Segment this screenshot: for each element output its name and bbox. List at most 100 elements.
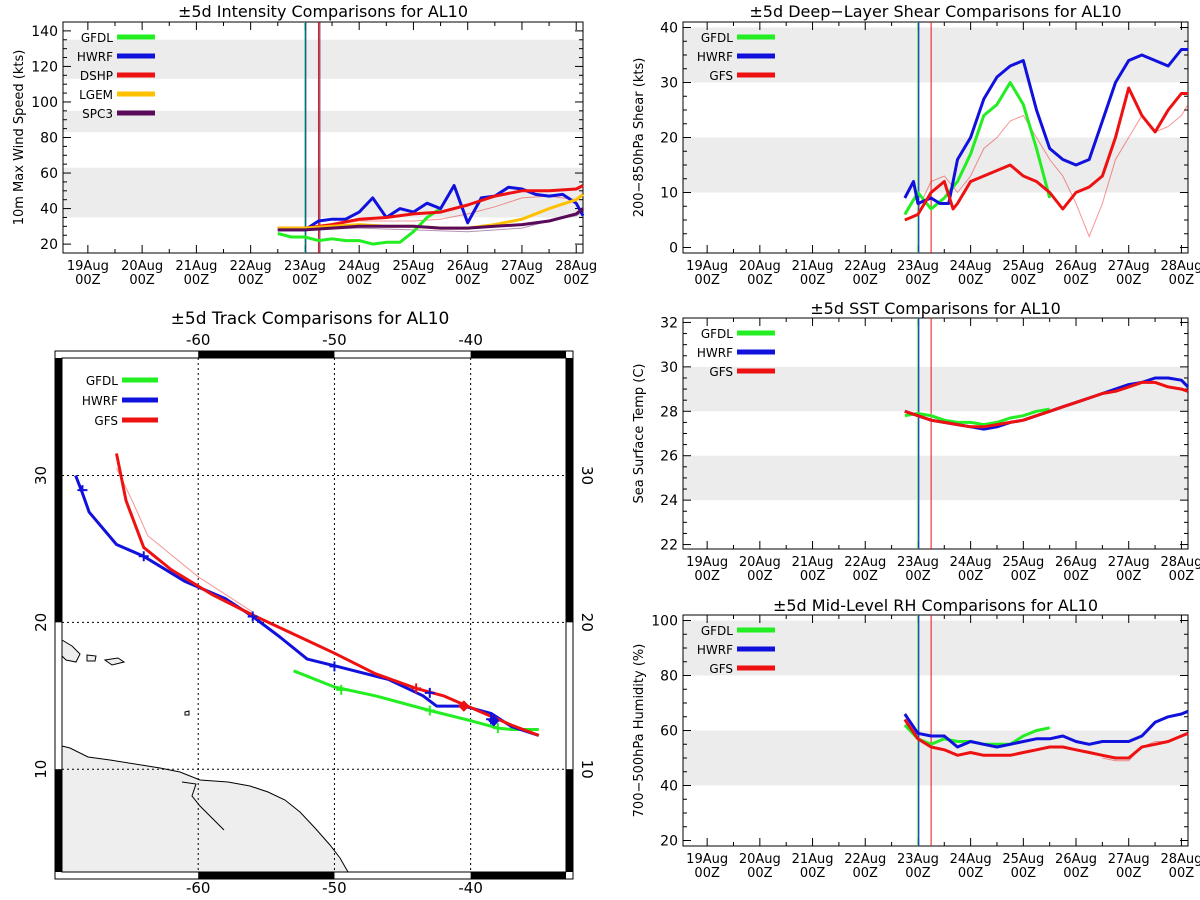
legend-label: HWRF xyxy=(697,346,733,360)
x-tick-label: 00Z xyxy=(958,569,984,584)
x-tick-label: 00Z xyxy=(346,273,372,288)
x-tick-label: 00Z xyxy=(958,273,984,288)
chart-rh: ±5d Mid-Level RH Comparisons for AL10 700… xyxy=(632,596,1200,881)
lat-label-left: 10 xyxy=(32,760,50,779)
x-tick-label: 22Aug xyxy=(230,259,272,274)
legend-label: GFDL xyxy=(81,31,113,45)
legend-label: SPC3 xyxy=(82,107,113,121)
x-tick-label: 20Aug xyxy=(739,852,781,867)
y-tick-label: 20 xyxy=(40,237,58,253)
y-tick-label: 30 xyxy=(660,76,678,92)
x-tick-label: 00Z xyxy=(905,569,931,584)
y-tick-label: 10 xyxy=(660,186,678,202)
series-line-gfdl xyxy=(903,81,1052,216)
map-border-bar xyxy=(198,872,335,879)
y-tick-label: 0 xyxy=(669,241,678,257)
y-tick-label: 26 xyxy=(660,449,678,465)
legend-label: GFS xyxy=(709,69,733,83)
x-tick-label: 23Aug xyxy=(897,852,939,867)
x-tick-label: 24Aug xyxy=(338,259,380,274)
y-tick-label: 40 xyxy=(40,202,58,218)
x-tick-label: 00Z xyxy=(75,273,101,288)
lat-label-right: 20 xyxy=(578,613,596,632)
x-tick-label: 25Aug xyxy=(1002,852,1044,867)
x-tick-label: 21Aug xyxy=(792,259,834,274)
track-marker-hwrf xyxy=(424,687,435,698)
x-tick-label: 00Z xyxy=(1116,569,1142,584)
track-marker-hwrf xyxy=(77,485,88,496)
y-tick-label: 60 xyxy=(660,724,678,740)
legend-label: HWRF xyxy=(77,50,113,64)
land-island xyxy=(184,710,190,716)
x-tick-label: 21Aug xyxy=(792,555,834,570)
track-diamond-hwrf xyxy=(488,715,500,727)
x-tick-label: 00Z xyxy=(747,866,773,881)
x-tick-label: 00Z xyxy=(1011,273,1037,288)
x-tick-label: 21Aug xyxy=(792,852,834,867)
lon-label-bottom: -40 xyxy=(458,879,483,897)
y-tick-label: 120 xyxy=(31,59,58,75)
lon-label-bottom: -50 xyxy=(322,879,347,897)
lat-label-left: 20 xyxy=(32,613,50,632)
y-tick-label: 80 xyxy=(660,669,678,685)
series-line-dshp xyxy=(277,184,584,230)
legend-label: HWRF xyxy=(697,643,733,657)
lon-label-top: -60 xyxy=(186,331,211,349)
x-tick-label: 19Aug xyxy=(67,259,109,274)
legend-label: GFDL xyxy=(701,624,733,638)
legend-label: GFDL xyxy=(86,374,118,388)
legend-label: GFS xyxy=(94,414,118,428)
x-tick-label: 00Z xyxy=(184,273,210,288)
series-line-gfdl xyxy=(277,207,442,246)
band xyxy=(683,137,1188,193)
x-tick-label: 00Z xyxy=(401,273,427,288)
x-tick-label: 20Aug xyxy=(739,259,781,274)
x-tick-label: 00Z xyxy=(694,569,720,584)
chart-title: ±5d Track Comparisons for AL10 xyxy=(171,309,450,329)
chart-title: ±5d SST Comparisons for AL10 xyxy=(810,299,1061,318)
y-axis-label: 10m Max Wind Speed (kts) xyxy=(12,50,27,226)
x-tick-label: 25Aug xyxy=(1002,259,1044,274)
track-marker-gfdl xyxy=(492,723,503,734)
chart-title: ±5d Intensity Comparisons for AL10 xyxy=(178,2,468,21)
land-border xyxy=(181,781,225,831)
x-tick-label: 00Z xyxy=(747,273,773,288)
y-tick-label: 60 xyxy=(40,166,58,182)
y-tick-label: 28 xyxy=(660,404,678,420)
x-tick-label: 00Z xyxy=(1011,569,1037,584)
x-tick-label: 00Z xyxy=(1116,273,1142,288)
x-tick-label: 00Z xyxy=(800,569,826,584)
x-tick-label: 25Aug xyxy=(392,259,434,274)
map-border-bar xyxy=(55,769,62,872)
x-tick-label: 00Z xyxy=(747,569,773,584)
x-tick-label: 00Z xyxy=(800,273,826,288)
x-tick-label: 20Aug xyxy=(739,555,781,570)
track-hwrf xyxy=(74,474,540,737)
x-tick-label: 00Z xyxy=(1169,866,1195,881)
band xyxy=(683,455,1188,501)
y-axis-label: 700−500hPa Humidity (%) xyxy=(632,644,647,818)
x-tick-label: 23Aug xyxy=(897,259,939,274)
lon-label-bottom: -60 xyxy=(186,879,211,897)
x-tick-label: 22Aug xyxy=(844,555,886,570)
x-tick-label: 27Aug xyxy=(501,259,543,274)
x-tick-label: 26Aug xyxy=(1055,852,1097,867)
x-tick-label: 28Aug xyxy=(1160,555,1200,570)
x-tick-label: 00Z xyxy=(238,273,264,288)
legend-label: LGEM xyxy=(79,88,113,102)
x-tick-label: 28Aug xyxy=(1160,852,1200,867)
x-tick-label: 00Z xyxy=(853,866,879,881)
band xyxy=(683,366,1188,412)
lon-label-top: -40 xyxy=(458,331,483,349)
x-tick-label: 00Z xyxy=(694,273,720,288)
series-line-gfs xyxy=(904,86,1188,222)
y-tick-label: 140 xyxy=(31,24,58,40)
x-tick-label: 26Aug xyxy=(1055,555,1097,570)
track-marker-gfs xyxy=(411,683,422,694)
series-line-hwrf xyxy=(903,48,1188,205)
x-tick-label: 00Z xyxy=(1063,569,1089,584)
band xyxy=(63,167,583,218)
map-border-bar xyxy=(55,475,62,623)
x-tick-label: 19Aug xyxy=(686,555,728,570)
x-tick-label: 00Z xyxy=(958,866,984,881)
